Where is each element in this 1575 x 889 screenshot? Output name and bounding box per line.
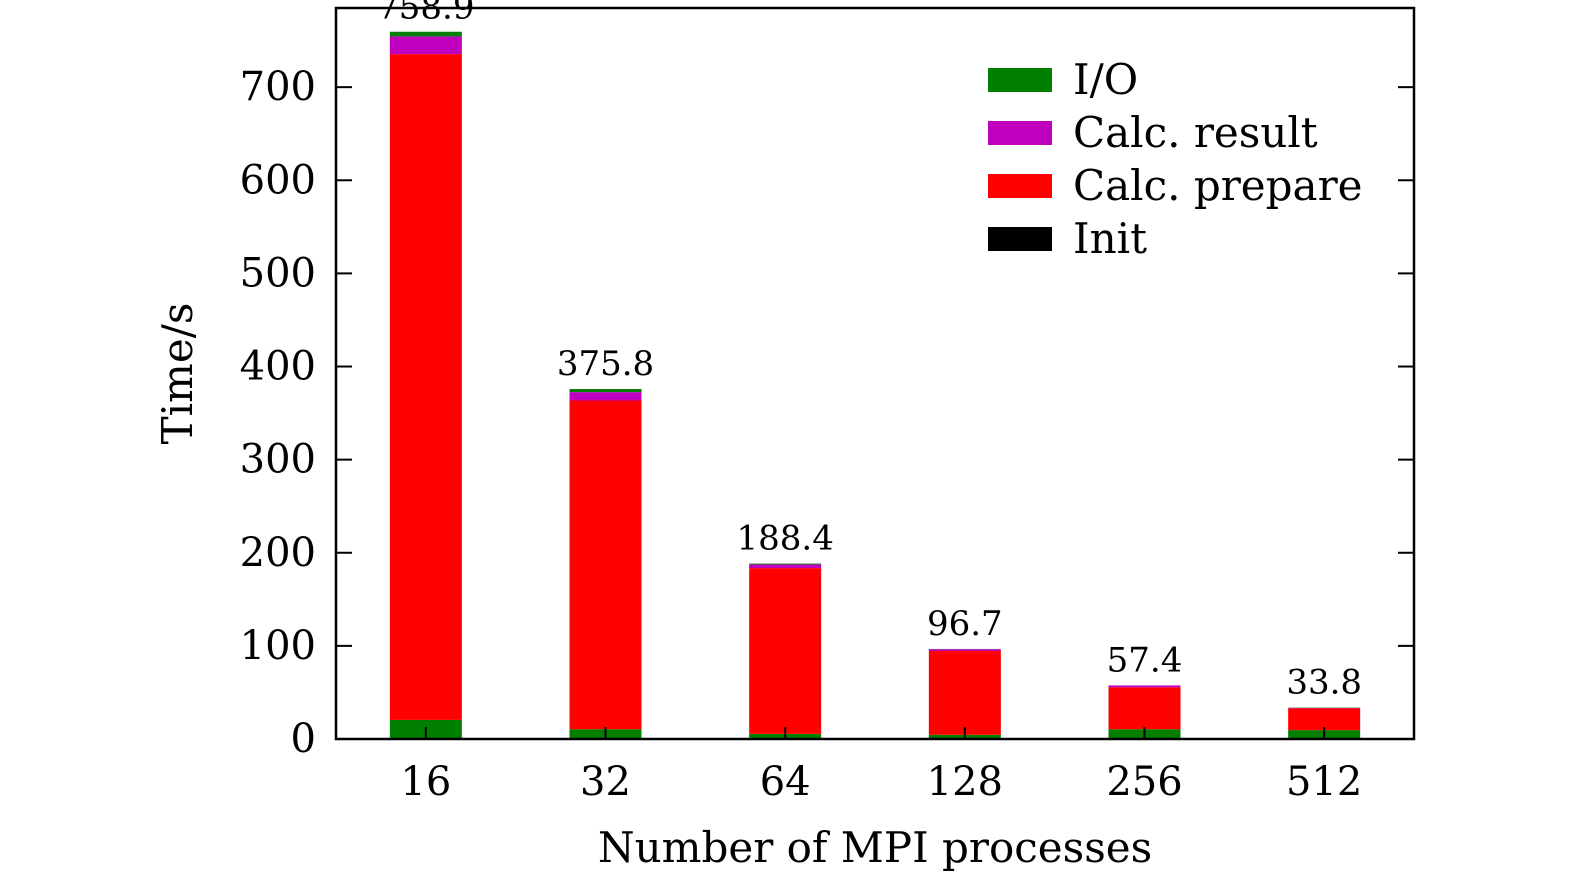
x-axis-title: Number of MPI processes (598, 823, 1152, 872)
total-labels-group: 758.9 375.8 188.4 96.7 57.4 33.8 (377, 0, 1362, 703)
x-tick-label-512: 512 (1286, 759, 1362, 805)
y-tick-label-0: 0 (291, 716, 316, 762)
legend-label-i-o: I/O (1073, 55, 1138, 104)
y-tick-label-400: 400 (240, 344, 316, 390)
legend-swatch-calc-prepare (988, 174, 1052, 198)
bar-segment-calc-result-32 (569, 392, 642, 401)
y-tick-label-300: 300 (240, 437, 316, 483)
legend-label-calc-result: Calc. result (1073, 108, 1318, 157)
y-tick-label-600: 600 (240, 157, 316, 203)
bar-segment-calc-result-256 (1108, 685, 1181, 688)
bar-segment-calc-result-64 (749, 564, 822, 569)
bar-segment-calc-prepare-512 (1288, 708, 1361, 731)
y-tick-label-700: 700 (240, 64, 316, 110)
total-label-32: 375.8 (557, 344, 654, 384)
y-axis-title: Time/s (153, 303, 202, 445)
bar-segment-io-top-32 (569, 389, 642, 393)
legend-label-init: Init (1073, 214, 1147, 263)
legend-swatch-calc-result (988, 121, 1052, 145)
total-label-256: 57.4 (1107, 641, 1183, 681)
y-tick-label-500: 500 (240, 250, 316, 296)
total-label-16: 758.9 (377, 0, 474, 27)
y-axis: 0 100 200 300 400 500 600 700 (240, 64, 1414, 762)
legend-swatch-init (988, 227, 1052, 251)
legend-swatch-i-o (988, 68, 1052, 92)
bar-segment-calc-result-16 (389, 36, 462, 55)
bar-segment-io-top-16 (389, 31, 462, 37)
bar-segment-calc-prepare-256 (1108, 687, 1181, 730)
plot-frame (334, 6, 1416, 741)
x-axis: 16 32 64 128 256 512 (400, 727, 1362, 805)
y-tick-label-200: 200 (240, 530, 316, 576)
bar-segment-io-top-64 (749, 563, 822, 565)
bar-segment-calc-result-128 (928, 649, 1001, 652)
bar-segment-calc-prepare-16 (389, 54, 462, 720)
x-tick-label-32: 32 (580, 759, 631, 805)
x-tick-label-128: 128 (927, 759, 1003, 805)
x-tick-label-256: 256 (1106, 759, 1182, 805)
bar-segment-calc-prepare-128 (928, 651, 1001, 735)
x-tick-label-16: 16 (400, 759, 451, 805)
total-label-64: 188.4 (736, 519, 833, 559)
total-label-128: 96.7 (927, 604, 1003, 644)
bar-segment-calc-prepare-32 (569, 400, 642, 730)
y-tick-label-100: 100 (240, 623, 316, 669)
bar-segment-calc-prepare-64 (749, 568, 822, 734)
x-tick-label-64: 64 (760, 759, 811, 805)
legend-label-calc-prepare: Calc. prepare (1073, 161, 1363, 210)
total-label-512: 33.8 (1286, 663, 1362, 703)
